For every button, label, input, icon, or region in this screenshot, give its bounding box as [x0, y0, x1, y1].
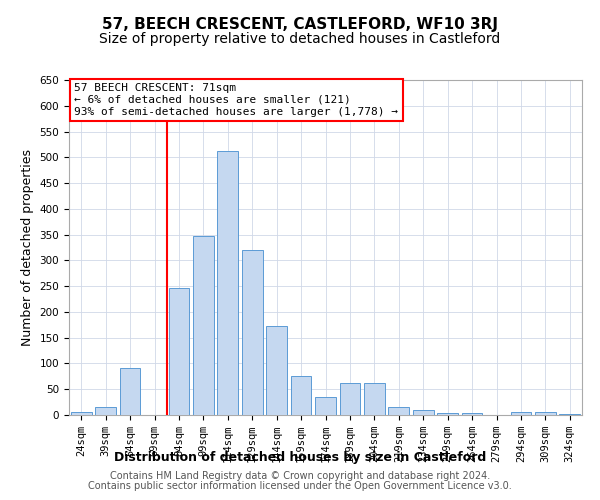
Text: Contains public sector information licensed under the Open Government Licence v3: Contains public sector information licen… [88, 481, 512, 491]
Bar [315, 397, 336, 415]
Y-axis label: Number of detached properties: Number of detached properties [21, 149, 34, 346]
Text: 57 BEECH CRESCENT: 71sqm
← 6% of detached houses are smaller (121)
93% of semi-d: 57 BEECH CRESCENT: 71sqm ← 6% of detache… [74, 84, 398, 116]
Bar [266, 326, 287, 415]
Bar [437, 414, 458, 415]
Bar [364, 382, 385, 415]
Text: 57, BEECH CRESCENT, CASTLEFORD, WF10 3RJ: 57, BEECH CRESCENT, CASTLEFORD, WF10 3RJ [102, 18, 498, 32]
Bar [413, 410, 434, 415]
Text: Distribution of detached houses by size in Castleford: Distribution of detached houses by size … [114, 451, 486, 464]
Bar [169, 288, 190, 415]
Bar [559, 414, 580, 415]
Bar [340, 382, 361, 415]
Text: Size of property relative to detached houses in Castleford: Size of property relative to detached ho… [100, 32, 500, 46]
Bar [71, 412, 92, 415]
Bar [511, 412, 532, 415]
Bar [95, 408, 116, 415]
Bar [193, 236, 214, 415]
Bar [217, 151, 238, 415]
Bar [535, 412, 556, 415]
Text: Contains HM Land Registry data © Crown copyright and database right 2024.: Contains HM Land Registry data © Crown c… [110, 471, 490, 481]
Bar [461, 414, 482, 415]
Bar [242, 250, 263, 415]
Bar [388, 408, 409, 415]
Bar [119, 368, 140, 415]
Bar [290, 376, 311, 415]
